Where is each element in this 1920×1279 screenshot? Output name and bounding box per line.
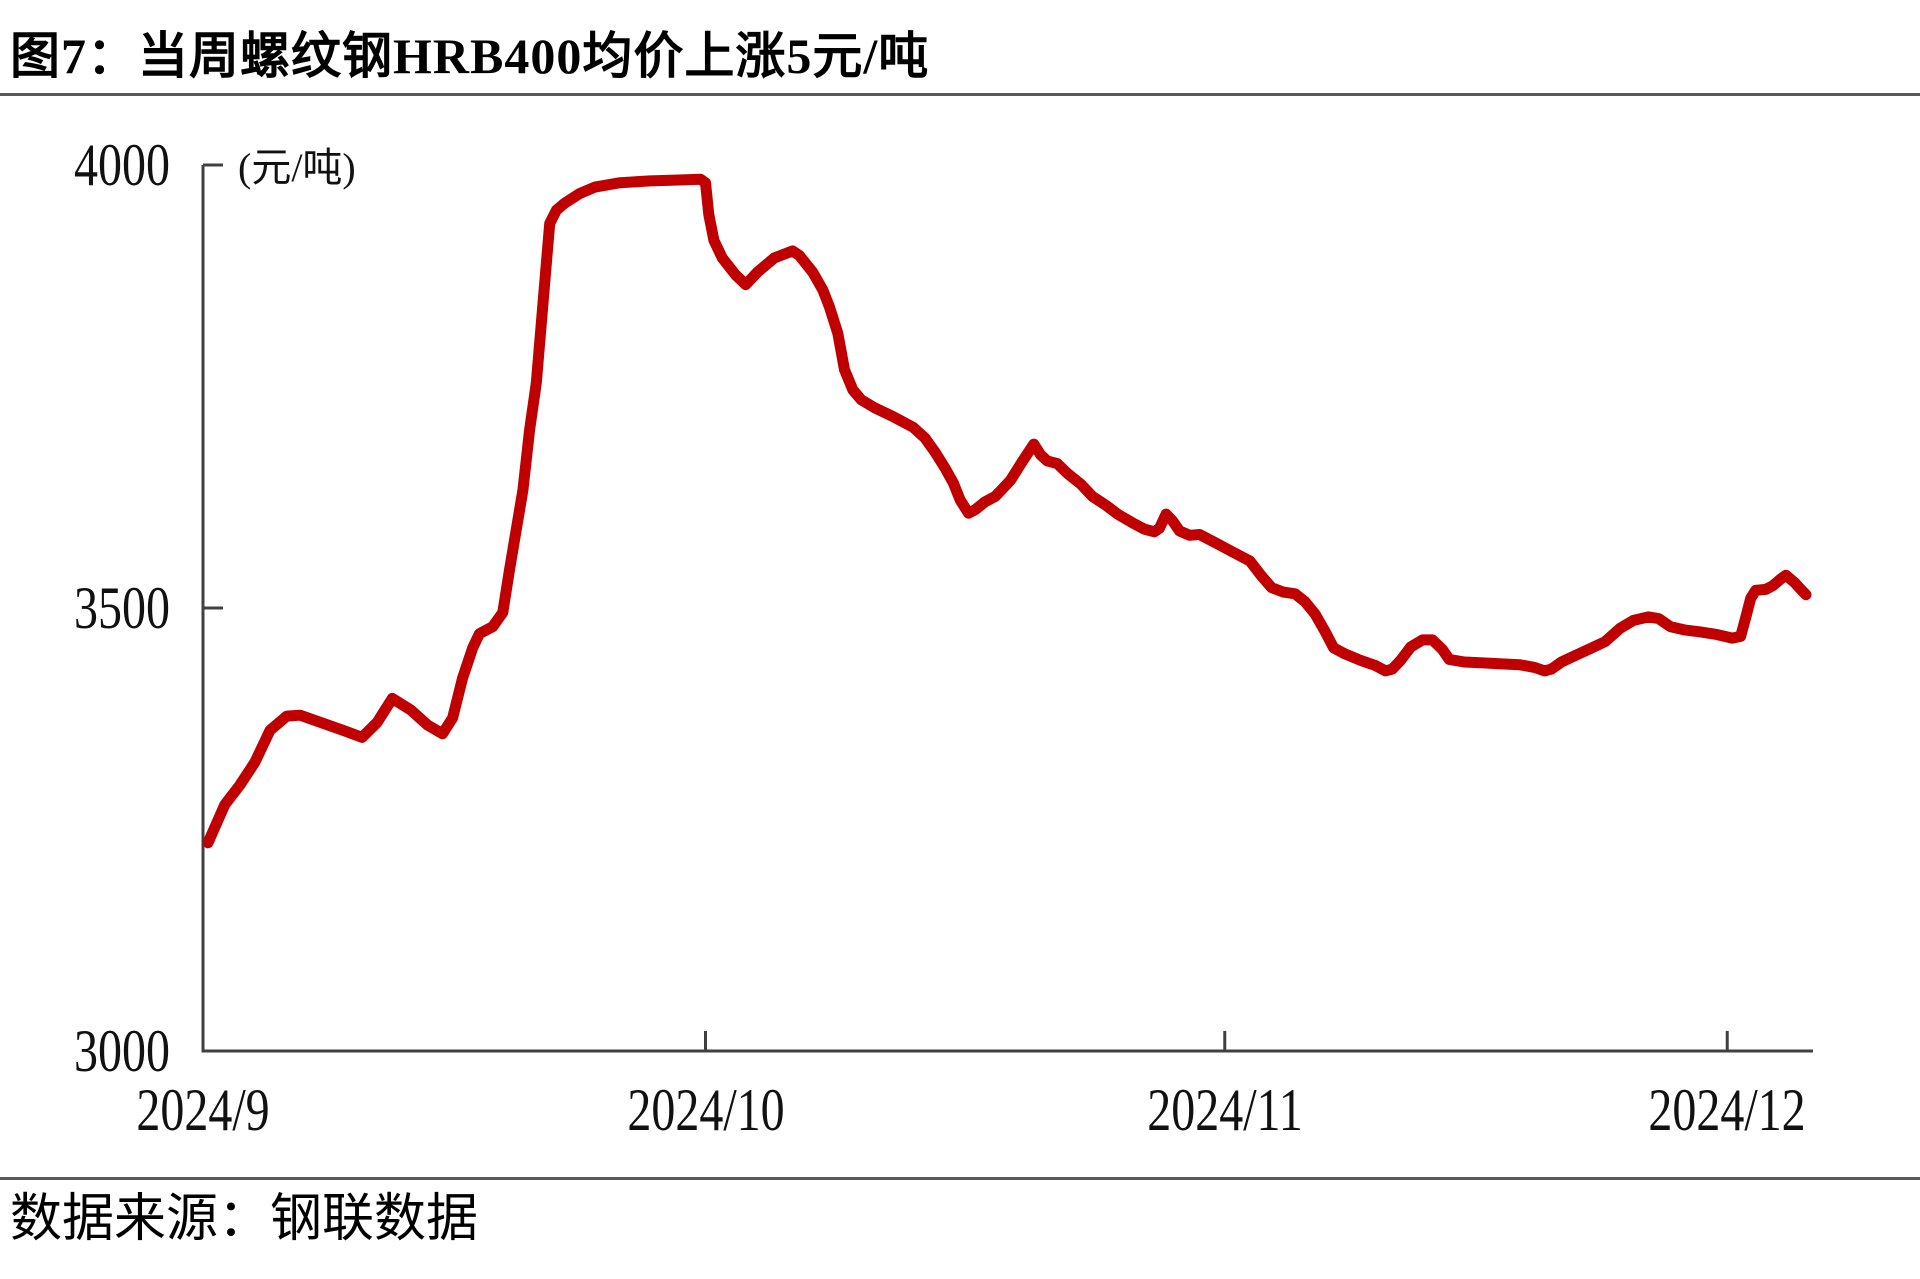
y-tick-label-4000: 4000 <box>74 132 170 198</box>
x-tick-label-2024-12: 2024/12 <box>1648 1077 1806 1143</box>
page-title: 图7：当周螺纹钢HRB400均价上涨5元/吨 <box>10 28 930 84</box>
price-line <box>202 173 1812 849</box>
bottom-divider <box>0 1177 1920 1180</box>
x-tick-label-2024-9: 2024/9 <box>136 1077 270 1143</box>
y-axis-unit-label: (元/吨) <box>238 145 356 190</box>
top-divider <box>0 93 1920 96</box>
x-tick-label-2024-10: 2024/10 <box>626 1077 785 1143</box>
x-tick-label-2024-11: 2024/11 <box>1146 1077 1303 1143</box>
data-source-note: 数据来源：钢联数据 <box>10 1191 479 1248</box>
y-tick-label-3000: 3000 <box>74 1018 170 1084</box>
y-tick-label-3500: 3500 <box>74 575 170 641</box>
axis-spine <box>201 165 1813 1053</box>
